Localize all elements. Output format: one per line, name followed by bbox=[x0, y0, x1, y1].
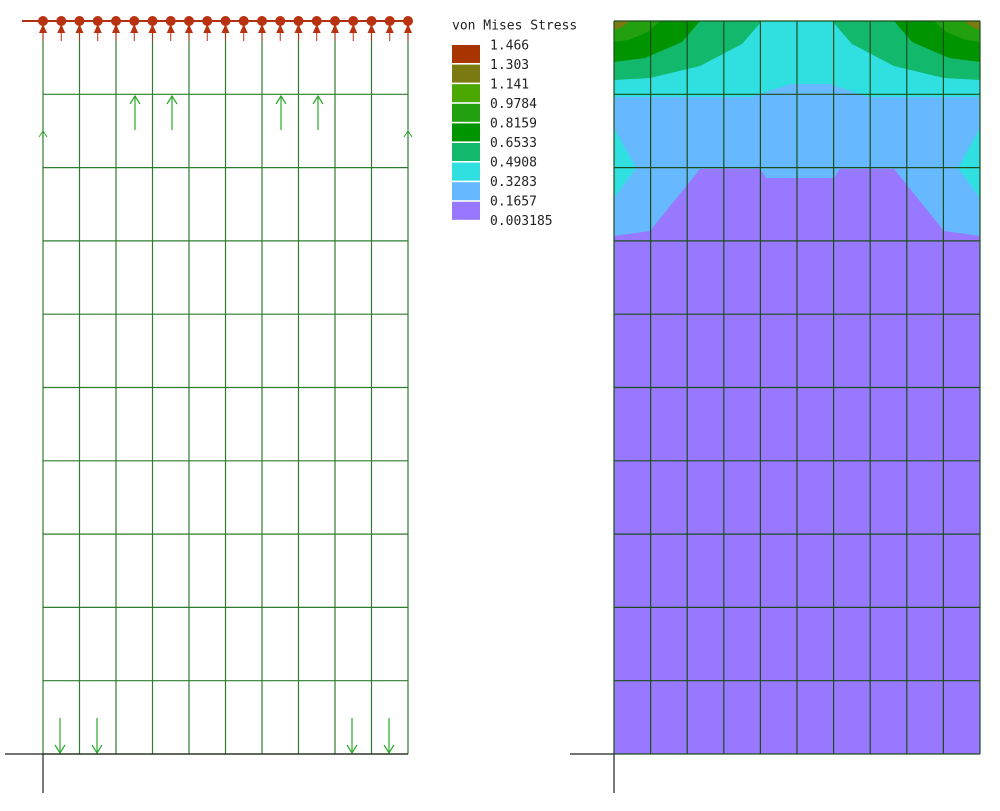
support-tri bbox=[130, 24, 139, 33]
support-tri bbox=[404, 24, 412, 33]
legend-label: 0.4908 bbox=[490, 156, 537, 171]
load-arrow-head bbox=[346, 744, 358, 755]
support-node bbox=[330, 16, 340, 26]
loads bbox=[22, 16, 413, 755]
load-arrow-head bbox=[129, 94, 141, 105]
legend-label: 0.6533 bbox=[490, 136, 537, 151]
load-arrow-head bbox=[275, 94, 287, 105]
support-tri bbox=[367, 24, 376, 33]
support-tri bbox=[185, 24, 193, 33]
support-node bbox=[129, 16, 140, 26]
support-tri bbox=[239, 24, 248, 33]
support-tri bbox=[331, 24, 339, 33]
support-node bbox=[348, 16, 359, 26]
support-tri bbox=[57, 24, 66, 33]
legend-swatch bbox=[452, 123, 480, 142]
legend: von Mises Stress 1.466 1.303 1.141 0.9784 0.… bbox=[452, 19, 577, 229]
contour-band bbox=[964, 21, 980, 30]
legend-label: 0.1657 bbox=[490, 195, 537, 210]
support-node bbox=[275, 16, 286, 26]
legend-label: 0.8159 bbox=[490, 117, 537, 132]
support-tri bbox=[294, 24, 303, 33]
support-tri bbox=[148, 24, 157, 33]
legend-swatch bbox=[452, 103, 480, 122]
legend-swatch bbox=[452, 201, 480, 220]
legend-label: 1.141 bbox=[490, 78, 529, 93]
load-arrow-head bbox=[383, 744, 395, 755]
support-node bbox=[111, 16, 121, 26]
support-tri bbox=[203, 24, 212, 33]
load-arrow-head bbox=[54, 744, 66, 755]
support-tri bbox=[112, 24, 120, 33]
legend-label: 0.9784 bbox=[490, 97, 537, 112]
legend-swatch bbox=[452, 84, 480, 103]
support-tri bbox=[39, 24, 47, 33]
contour-band bbox=[958, 128, 980, 198]
support-node bbox=[202, 16, 213, 26]
load-arrow-head bbox=[312, 94, 324, 105]
support-node bbox=[56, 16, 67, 26]
support-tri bbox=[166, 24, 175, 33]
legend-swatch bbox=[452, 64, 480, 83]
support-node bbox=[147, 16, 158, 26]
load-arrow-head bbox=[91, 744, 103, 755]
support-node bbox=[403, 16, 413, 26]
support-tri bbox=[221, 24, 230, 33]
support-tri bbox=[93, 24, 102, 33]
support-node bbox=[92, 16, 103, 26]
legend-swatch bbox=[452, 162, 480, 181]
support-tri bbox=[349, 24, 358, 33]
load-mark bbox=[403, 130, 413, 138]
support-node bbox=[38, 16, 48, 26]
legend-label: 0.003185 bbox=[490, 214, 553, 229]
legend-label: 1.303 bbox=[490, 58, 529, 73]
support-node bbox=[220, 16, 231, 26]
support-node bbox=[238, 16, 249, 26]
support-node bbox=[165, 16, 176, 26]
support-tri bbox=[75, 24, 84, 33]
support-node bbox=[184, 16, 194, 26]
support-node bbox=[74, 16, 85, 26]
load-mark bbox=[38, 130, 48, 138]
contour-band bbox=[934, 21, 980, 42]
support-tri bbox=[276, 24, 285, 33]
support-tri bbox=[258, 24, 266, 33]
support-node bbox=[293, 16, 304, 26]
contour-band bbox=[614, 21, 630, 30]
contour-band bbox=[614, 21, 660, 42]
contour-band bbox=[614, 128, 636, 198]
legend-swatch bbox=[452, 182, 480, 201]
support-node bbox=[257, 16, 267, 26]
support-node bbox=[366, 16, 377, 26]
legend-title: von Mises Stress bbox=[452, 19, 577, 34]
support-tri bbox=[312, 24, 321, 33]
support-node bbox=[384, 16, 395, 26]
legend-swatch bbox=[452, 143, 480, 161]
legend-label: 0.3283 bbox=[490, 175, 537, 190]
load-arrow-head bbox=[166, 94, 178, 105]
support-node bbox=[311, 16, 322, 26]
legend-swatch bbox=[452, 45, 480, 63]
legend-label: 1.466 bbox=[490, 39, 529, 54]
support-tri bbox=[385, 24, 394, 33]
